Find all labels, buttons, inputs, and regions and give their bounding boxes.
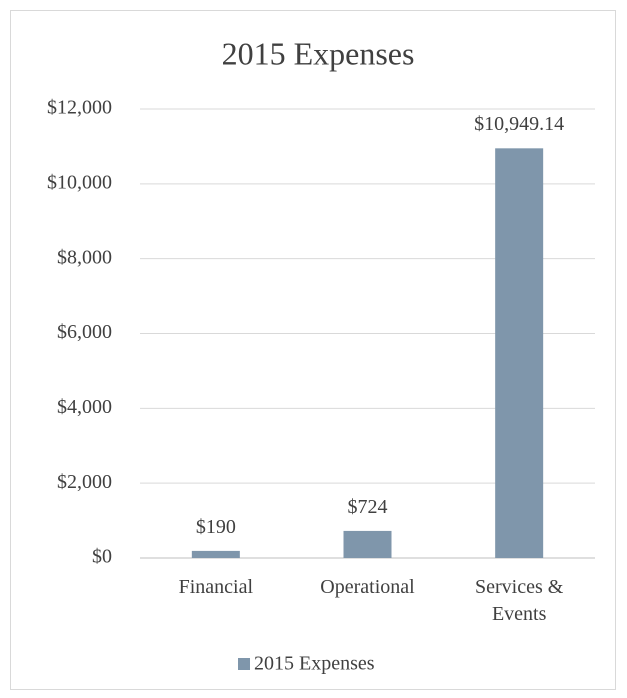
legend-label: 2015 Expenses	[254, 653, 375, 675]
x-tick-label: Services & Events	[475, 576, 564, 625]
y-tick-label: $2,000	[57, 471, 112, 493]
bar	[191, 550, 240, 558]
x-tick-label: Operational	[320, 576, 415, 598]
y-tick-label: $12,000	[47, 97, 112, 119]
x-tick-label: Financial	[178, 576, 254, 598]
data-label: $724	[347, 495, 388, 518]
bar	[343, 530, 392, 558]
data-label: $10,949.14	[474, 113, 565, 136]
bar	[495, 148, 544, 558]
data-label: $190	[195, 515, 236, 538]
y-tick-label: $6,000	[57, 321, 112, 343]
chart-title: 2015 Expenses	[222, 35, 415, 71]
legend-swatch	[238, 658, 250, 670]
y-tick-label: $8,000	[57, 246, 112, 268]
y-tick-label: $0	[92, 546, 112, 568]
y-tick-label: $10,000	[47, 171, 112, 193]
y-tick-label: $4,000	[57, 396, 112, 418]
